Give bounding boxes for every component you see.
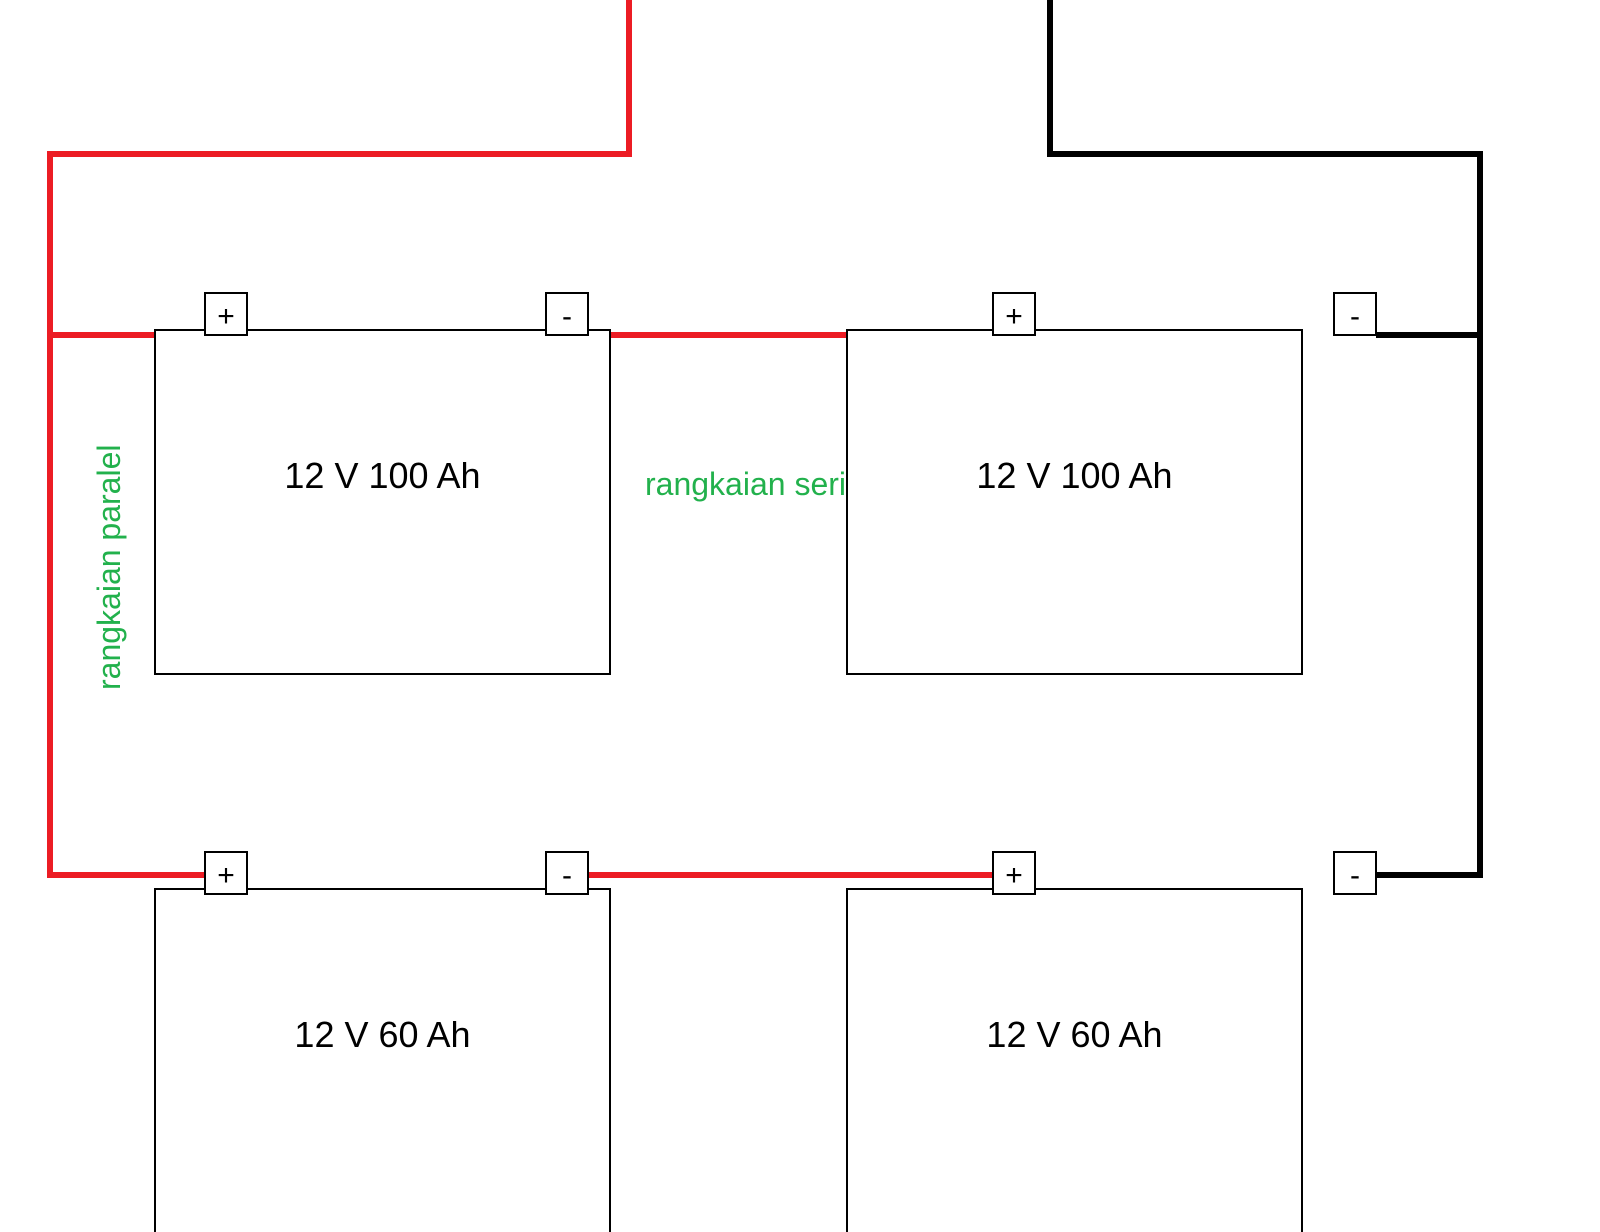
battery-b4: + - 12 V 60 Ah xyxy=(847,852,1376,1232)
battery-body xyxy=(155,889,610,1232)
pos-terminal-glyph: + xyxy=(1005,300,1023,333)
battery-wiring-diagram: + - 12 V 100 Ah + - 12 V 100 Ah + - 12 V 60 Ah + -… xyxy=(0,0,1600,1232)
neg-terminal-glyph: - xyxy=(562,300,572,333)
battery-body xyxy=(155,330,610,674)
neg-terminal-glyph: - xyxy=(562,859,572,892)
battery-label: 12 V 100 Ah xyxy=(976,455,1172,496)
battery-body xyxy=(847,330,1302,674)
battery-b1: + - 12 V 100 Ah xyxy=(155,293,610,674)
neg-terminal-glyph: - xyxy=(1350,300,1360,333)
battery-body xyxy=(847,889,1302,1232)
battery-label: 12 V 60 Ah xyxy=(986,1014,1162,1055)
battery-label: 12 V 60 Ah xyxy=(294,1014,470,1055)
battery-b3: + - 12 V 60 Ah xyxy=(155,852,610,1232)
parallel-label: rangkaian paralel xyxy=(91,445,127,691)
neg-terminal-glyph: - xyxy=(1350,859,1360,892)
pos-terminal-glyph: + xyxy=(217,859,235,892)
series-label: rangkaian seri xyxy=(645,466,846,502)
pos-terminal-glyph: + xyxy=(1005,859,1023,892)
pos-terminal-glyph: + xyxy=(217,300,235,333)
battery-b2: + - 12 V 100 Ah xyxy=(847,293,1376,674)
battery-label: 12 V 100 Ah xyxy=(284,455,480,496)
